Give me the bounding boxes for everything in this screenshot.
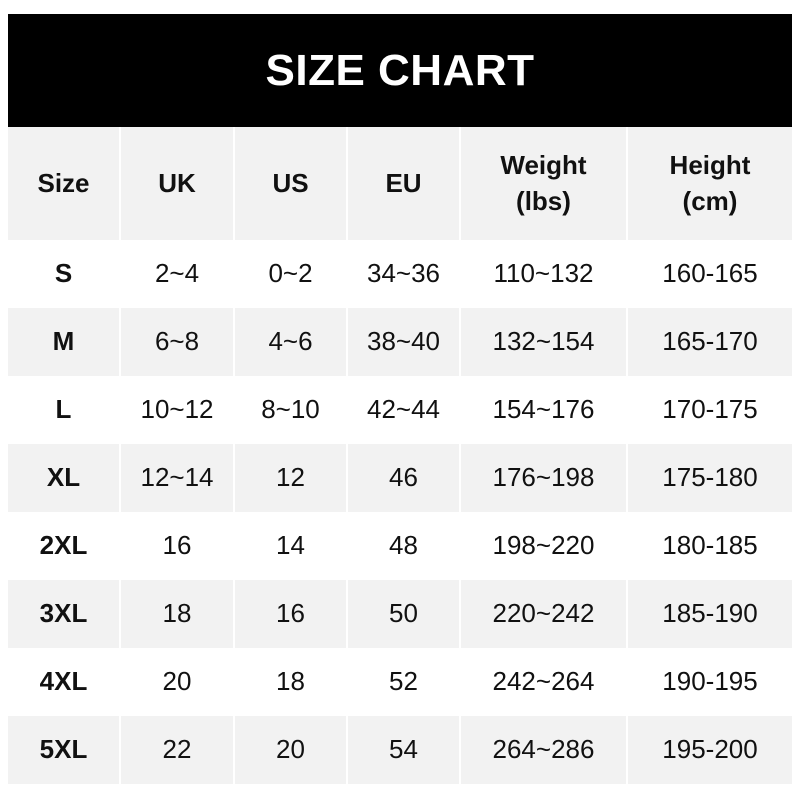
table-cell: 8~10 (235, 376, 348, 444)
table-cell: 14 (235, 512, 348, 580)
table-cell: 12 (235, 444, 348, 512)
table-cell: S (8, 240, 121, 308)
table-cell: 54 (348, 716, 461, 784)
table-cell: 22 (121, 716, 235, 784)
column-header: UK (121, 127, 235, 240)
table-cell: 195-200 (628, 716, 792, 784)
table-cell: 3XL (8, 580, 121, 648)
table-cell: 52 (348, 648, 461, 716)
column-header: EU (348, 127, 461, 240)
table-cell: 46 (348, 444, 461, 512)
table-cell: 2~4 (121, 240, 235, 308)
table-cell: 176~198 (461, 444, 628, 512)
table-cell: L (8, 376, 121, 444)
table-cell: 18 (121, 580, 235, 648)
table-cell: 50 (348, 580, 461, 648)
table-row: 2XL 16 14 48 198~220 180-185 (8, 512, 792, 580)
table-cell: 154~176 (461, 376, 628, 444)
table-cell: 16 (235, 580, 348, 648)
table-row: 3XL 18 16 50 220~242 185-190 (8, 580, 792, 648)
table-cell: 6~8 (121, 308, 235, 376)
table-cell: 198~220 (461, 512, 628, 580)
table-cell: 170-175 (662, 394, 758, 425)
table-row: L 10~12 8~10 42~44 154~176 170-175 (8, 376, 792, 444)
table-cell: 20 (121, 648, 235, 716)
table-cell: 175-180 (628, 444, 792, 512)
header-row: Size UK US EU Weight (lbs) Height (cm) (8, 127, 792, 240)
column-header: Height (cm) (628, 127, 792, 240)
table-cell: 20 (235, 716, 348, 784)
table-cell: 10~12 (121, 376, 235, 444)
table-row: XL 12~14 12 46 176~198 175-180 (8, 444, 792, 512)
table-cell: 34~36 (348, 240, 461, 308)
table-cell: 190-195 (662, 666, 758, 697)
table-cell: 38~40 (348, 308, 461, 376)
table-cell: 242~264 (461, 648, 628, 716)
table-row: M 6~8 4~6 38~40 132~154 165-170 (8, 308, 792, 376)
table-cell: 48 (348, 512, 461, 580)
table-cell: 12~14 (121, 444, 235, 512)
table-cell: 132~154 (461, 308, 628, 376)
table-cell: 0~2 (235, 240, 348, 308)
table-cell: 16 (121, 512, 235, 580)
table-cell: 220~242 (461, 580, 628, 648)
column-header: Size (8, 127, 121, 240)
size-chart: SIZE CHART Size UK US EU Weight (lbs) Height … (8, 14, 792, 784)
column-header: Weight (lbs) (461, 127, 628, 240)
table-cell: 165-170 (628, 308, 792, 376)
table-cell: 180-185 (662, 530, 758, 561)
table-cell: 18 (235, 648, 348, 716)
column-header: US (235, 127, 348, 240)
table-cell: 264~286 (461, 716, 628, 784)
table-cell: 4XL (8, 648, 121, 716)
table-cell: 185-190 (628, 580, 792, 648)
size-table: Size UK US EU Weight (lbs) Height (cm) S 2~4 0~2… (8, 127, 792, 784)
table-cell: M (8, 308, 121, 376)
table-cell: 5XL (8, 716, 121, 784)
chart-title: SIZE CHART (8, 14, 792, 127)
table-cell: XL (8, 444, 121, 512)
table-row: 4XL 20 18 52 242~264 190-195 (8, 648, 792, 716)
table-cell: 160-165 (662, 258, 758, 289)
table-cell: 4~6 (235, 308, 348, 376)
table-cell: 2XL (8, 512, 121, 580)
table-row: 5XL 22 20 54 264~286 195-200 (8, 716, 792, 784)
table-cell: 110~132 (461, 240, 628, 308)
table-row: S 2~4 0~2 34~36 110~132 160-165 (8, 240, 792, 308)
table-cell: 42~44 (348, 376, 461, 444)
